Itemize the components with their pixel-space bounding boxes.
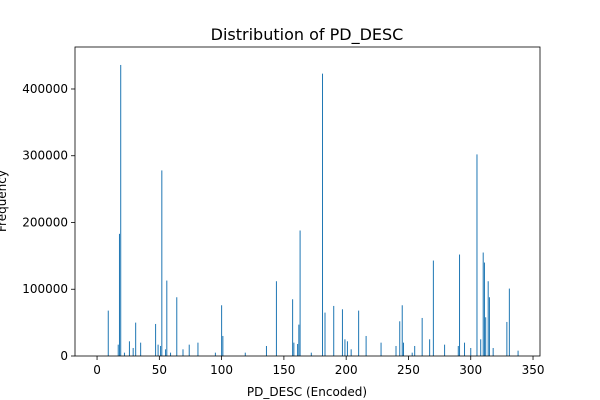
x-tick-label: 0 <box>93 363 101 377</box>
bar <box>161 170 163 356</box>
x-tick-label: 250 <box>397 363 420 377</box>
bar <box>221 305 223 356</box>
bar <box>188 344 190 356</box>
bar <box>222 335 224 356</box>
bar <box>341 309 343 356</box>
bar <box>517 350 519 356</box>
y-tick-label: 300000 <box>22 149 68 163</box>
bar <box>444 344 446 356</box>
bar <box>350 349 352 356</box>
bar <box>399 321 401 356</box>
bar <box>117 344 119 356</box>
bar <box>265 345 267 356</box>
bar <box>333 305 335 356</box>
bar <box>297 343 299 356</box>
bar <box>176 297 178 356</box>
bar <box>508 288 510 356</box>
bar <box>485 317 487 356</box>
bar <box>120 64 122 357</box>
bar <box>483 262 485 356</box>
bar <box>492 347 494 356</box>
bar <box>358 310 360 356</box>
bar <box>293 342 295 356</box>
bar <box>157 344 159 356</box>
bar <box>346 341 348 356</box>
bar <box>365 335 367 356</box>
bar <box>214 352 216 356</box>
bar <box>488 297 490 356</box>
x-tick-label: 300 <box>459 363 482 377</box>
bar <box>310 352 312 356</box>
x-tick-label: 350 <box>522 363 545 377</box>
bar <box>275 281 277 356</box>
bar <box>128 341 130 356</box>
x-tick-label: 200 <box>335 363 358 377</box>
y-tick-label: 400000 <box>22 82 68 96</box>
bar <box>292 299 294 356</box>
bar <box>487 281 489 356</box>
bar <box>380 342 382 356</box>
bar <box>414 345 416 356</box>
bar <box>165 349 167 356</box>
bar <box>123 352 125 356</box>
bar <box>107 310 109 356</box>
y-axis-label: Frequency <box>0 170 9 232</box>
x-tick-label: 100 <box>210 363 233 377</box>
bar <box>155 323 157 356</box>
bar <box>459 254 461 356</box>
bar <box>322 73 324 357</box>
bar <box>160 345 162 356</box>
bar <box>182 349 184 356</box>
bar <box>324 312 326 356</box>
bar <box>411 352 413 356</box>
x-tick-label: 150 <box>272 363 295 377</box>
y-tick-label: 200000 <box>22 215 68 229</box>
bar <box>344 339 346 356</box>
bar <box>429 339 431 356</box>
bar <box>140 342 142 356</box>
y-tick-label: 0 <box>60 349 68 363</box>
chart-title: Distribution of PD_DESC <box>211 25 404 45</box>
x-axis-label: PD_DESC (Encoded) <box>247 385 367 399</box>
bar <box>432 260 434 356</box>
bar <box>298 324 300 356</box>
bar <box>506 321 508 356</box>
bar <box>244 352 246 356</box>
bar <box>476 154 478 356</box>
bar <box>402 342 404 356</box>
bar <box>457 345 459 356</box>
bar <box>299 230 301 356</box>
bar <box>480 339 482 356</box>
bar <box>132 347 134 356</box>
plot-frame <box>74 46 541 357</box>
bar <box>395 345 397 356</box>
bar <box>401 305 403 356</box>
bar <box>135 322 137 356</box>
x-tick-label: 50 <box>152 363 167 377</box>
bar <box>197 342 199 356</box>
bar <box>421 317 423 356</box>
bar <box>482 252 484 356</box>
bar <box>118 233 120 356</box>
y-tick-label: 100000 <box>22 282 68 296</box>
bar <box>464 342 466 356</box>
bar <box>470 347 472 356</box>
bar <box>166 280 168 356</box>
bar <box>170 352 172 356</box>
